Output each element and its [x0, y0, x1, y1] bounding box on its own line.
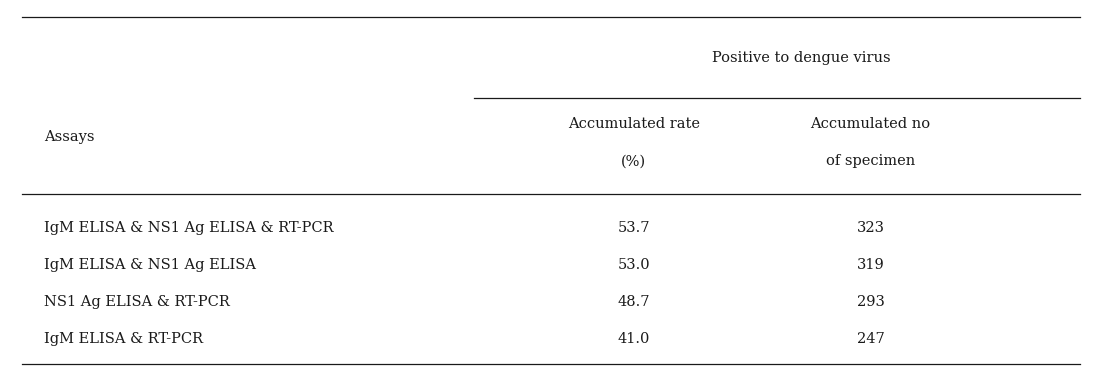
Text: NS1 Ag ELISA & RT-PCR: NS1 Ag ELISA & RT-PCR	[44, 295, 230, 309]
Text: 293: 293	[856, 295, 885, 309]
Text: Assays: Assays	[44, 130, 95, 144]
Text: 319: 319	[856, 258, 885, 272]
Text: of specimen: of specimen	[826, 154, 915, 168]
Text: Positive to dengue virus: Positive to dengue virus	[712, 50, 892, 65]
Text: Accumulated rate: Accumulated rate	[568, 117, 700, 131]
Text: 48.7: 48.7	[617, 295, 650, 309]
Text: 53.0: 53.0	[617, 258, 650, 272]
Text: IgM ELISA & NS1 Ag ELISA & RT-PCR: IgM ELISA & NS1 Ag ELISA & RT-PCR	[44, 221, 334, 235]
Text: IgM ELISA & RT-PCR: IgM ELISA & RT-PCR	[44, 332, 203, 347]
Text: 247: 247	[856, 332, 885, 347]
Text: 41.0: 41.0	[617, 332, 650, 347]
Text: 53.7: 53.7	[617, 221, 650, 235]
Text: (%): (%)	[622, 154, 646, 168]
Text: Accumulated no: Accumulated no	[810, 117, 931, 131]
Text: 323: 323	[856, 221, 885, 235]
Text: IgM ELISA & NS1 Ag ELISA: IgM ELISA & NS1 Ag ELISA	[44, 258, 256, 272]
